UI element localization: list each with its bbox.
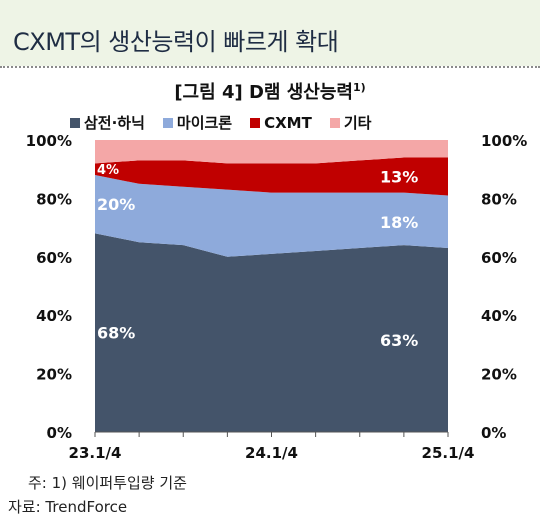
y-tick-label-right: 20% xyxy=(481,366,517,384)
data-label: 20% xyxy=(97,195,135,214)
y-tick-label-right: 80% xyxy=(481,190,517,208)
legend-label: 삼전·하닉 xyxy=(84,114,145,132)
chart-title: [그림 4] D램 생산능력1) xyxy=(0,78,540,104)
y-tick-label-right: 0% xyxy=(481,424,506,442)
data-label: 18% xyxy=(380,213,418,232)
chart-legend: 삼전·하닉 마이크론 CXMT 기타 xyxy=(70,112,490,133)
area-2 xyxy=(95,175,448,257)
x-tick-label: 23.1/4 xyxy=(69,444,122,462)
y-tick-label-left: 60% xyxy=(36,249,72,267)
data-label: 13% xyxy=(380,168,418,187)
area-4 xyxy=(95,140,448,164)
y-tick-label-left: 20% xyxy=(36,366,72,384)
area-1 xyxy=(95,233,448,432)
dotted-divider xyxy=(0,66,540,68)
y-tick-label-left: 40% xyxy=(36,307,72,325)
legend-label: 기타 xyxy=(343,114,372,132)
y-tick-label-right: 100% xyxy=(481,132,527,150)
legend-swatch xyxy=(329,117,340,128)
y-tick-label-left: 0% xyxy=(47,424,72,442)
page-title: CXMT의 생산능력이 빠르게 확대 xyxy=(13,28,339,56)
chart-title-note-mark: 1) xyxy=(352,81,366,94)
x-tick-label: 24.1/4 xyxy=(245,444,298,462)
chart-title-text: [그림 4] D램 생산능력 xyxy=(174,82,353,103)
x-tick-label: 25.1/4 xyxy=(422,444,475,462)
legend-item: 마이크론 xyxy=(162,112,233,133)
legend-item: 기타 xyxy=(329,112,372,133)
footnote: 주: 1) 웨이퍼투입량 기준 xyxy=(28,474,187,492)
legend-label: 마이크론 xyxy=(176,114,233,132)
y-tick-label-left: 80% xyxy=(36,190,72,208)
legend-item: CXMT xyxy=(250,112,312,133)
y-tick-label-right: 40% xyxy=(481,307,517,325)
capacity-area-chart: 0% 0% 20% 20% 40% 40% 60% 60% 80% 80% 100% 100% 23.1… xyxy=(26,132,528,462)
area-3 xyxy=(95,157,448,196)
data-label: 63% xyxy=(380,331,418,350)
legend-label: CXMT xyxy=(264,113,312,132)
source-line: 자료: TrendForce xyxy=(8,498,128,516)
legend-swatch xyxy=(162,117,173,128)
legend-swatch xyxy=(250,117,261,128)
legend-swatch xyxy=(70,117,80,128)
legend-item: 삼전·하닉 xyxy=(70,112,145,133)
data-label: 4% xyxy=(97,163,119,178)
y-tick-label-left: 100% xyxy=(26,132,72,150)
y-tick-label-right: 60% xyxy=(481,249,517,267)
header-banner: CXMT의 생산능력이 빠르게 확대 xyxy=(0,0,540,66)
data-label: 68% xyxy=(97,324,135,343)
